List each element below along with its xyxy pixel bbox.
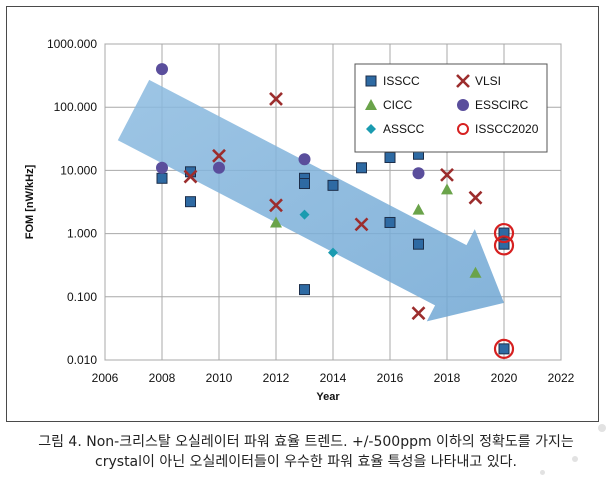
caption-line-1: 그림 4. Non-크리스탈 오실레이터 파워 효율 트렌드. +/-500pp… bbox=[38, 434, 574, 450]
chart-frame: 2006 2008 2010 2012 2014 2016 2018 2020 2022 1000… bbox=[6, 6, 599, 422]
y-axis-title: FOM [nW/kHz] bbox=[24, 164, 36, 239]
x-tick-label: 2014 bbox=[320, 371, 347, 385]
esscirc-point bbox=[156, 63, 168, 76]
vlsi-point bbox=[212, 148, 226, 163]
legend-marker bbox=[365, 75, 377, 87]
cicc-point bbox=[441, 183, 453, 195]
legend-label: ESSCIRC bbox=[475, 98, 529, 112]
vlsi-point bbox=[354, 217, 369, 232]
decorative-dot bbox=[540, 470, 545, 475]
legend-label: VLSI bbox=[475, 74, 501, 88]
esscirc-point bbox=[156, 161, 168, 174]
cicc-point bbox=[469, 266, 482, 278]
legend-box bbox=[354, 63, 548, 153]
axis-layer: 2006 2008 2010 2012 2014 2016 2018 2020 2022 1000… bbox=[47, 37, 575, 385]
x-tick-label: 2012 bbox=[263, 371, 290, 385]
x-axis-title: Year bbox=[316, 391, 340, 403]
isscc-point bbox=[327, 179, 339, 191]
vlsi-point bbox=[440, 167, 454, 182]
isscc-point bbox=[185, 196, 196, 208]
isscc-point bbox=[156, 172, 168, 184]
vlsi-point bbox=[411, 306, 426, 321]
x-tick-label: 2006 bbox=[92, 371, 119, 385]
isscc2020-point bbox=[493, 235, 515, 256]
y-tick-label: 10.000 bbox=[60, 163, 97, 177]
legend-marker bbox=[457, 99, 469, 111]
fom-scatter-chart: 2006 2008 2010 2012 2014 2016 2018 2020 2022 1000… bbox=[24, 37, 575, 403]
isscc-point bbox=[299, 284, 310, 296]
y-tick-label: 100.000 bbox=[54, 100, 98, 114]
y-tick-label: 1.000 bbox=[67, 227, 97, 241]
cicc-point bbox=[270, 216, 282, 228]
vlsi-point bbox=[468, 190, 483, 205]
x-tick-label: 2016 bbox=[377, 371, 404, 385]
y-tick-label: 0.100 bbox=[67, 290, 97, 304]
legend-marker bbox=[457, 123, 469, 135]
decorative-dot bbox=[598, 424, 606, 432]
x-tick-label: 2018 bbox=[434, 371, 461, 385]
isscc2020-point bbox=[493, 338, 515, 359]
caption-line-2: crystal이 아닌 오실레이터들이 우수한 파워 효율 특성을 나타내고 있… bbox=[95, 454, 517, 470]
vlsi-point bbox=[183, 169, 198, 184]
cicc-point bbox=[412, 203, 425, 215]
isscc-point bbox=[384, 216, 396, 228]
isscc-point bbox=[356, 162, 367, 174]
legend-marker bbox=[366, 124, 376, 134]
decorative-dot bbox=[572, 456, 578, 462]
legend-label: ISSCC2020 bbox=[475, 122, 539, 136]
x-tick-label: 2020 bbox=[491, 371, 518, 385]
trend-arrow bbox=[117, 79, 505, 322]
legend-label: ASSCC bbox=[383, 122, 425, 136]
y-tick-label: 1000.000 bbox=[47, 37, 97, 51]
legend: ISSCC VLSI CICC ESSCIRC ASSCC ISSCC2020 bbox=[354, 63, 548, 153]
figure-caption: 그림 4. Non-크리스탈 오실레이터 파워 효율 트렌드. +/-500pp… bbox=[10, 432, 602, 472]
isscc-point bbox=[498, 227, 510, 239]
data-points-layer bbox=[156, 63, 515, 359]
legend-label: CICC bbox=[383, 98, 413, 112]
vlsi-point bbox=[269, 92, 283, 106]
y-tick-label: 0.010 bbox=[67, 353, 97, 367]
x-tick-label: 2008 bbox=[149, 371, 176, 385]
trend-arrow-layer bbox=[117, 79, 505, 322]
isscc-point bbox=[413, 238, 424, 250]
esscirc-point bbox=[412, 167, 425, 180]
x-tick-label: 2010 bbox=[206, 371, 233, 385]
x-tick-label: 2022 bbox=[548, 371, 575, 385]
isscc-point bbox=[384, 151, 396, 163]
isscc-point bbox=[299, 178, 310, 190]
legend-marker bbox=[365, 99, 377, 110]
isscc-point bbox=[498, 238, 510, 250]
esscirc-point bbox=[298, 153, 311, 166]
legend-marker bbox=[456, 74, 470, 88]
asscc-point bbox=[299, 209, 310, 220]
asscc-point bbox=[328, 247, 338, 258]
esscirc-point bbox=[213, 161, 225, 174]
legend-label: ISSCC bbox=[383, 74, 420, 88]
isscc-point bbox=[498, 343, 510, 355]
vlsi-point bbox=[269, 198, 283, 213]
isscc2020-point bbox=[493, 222, 515, 244]
